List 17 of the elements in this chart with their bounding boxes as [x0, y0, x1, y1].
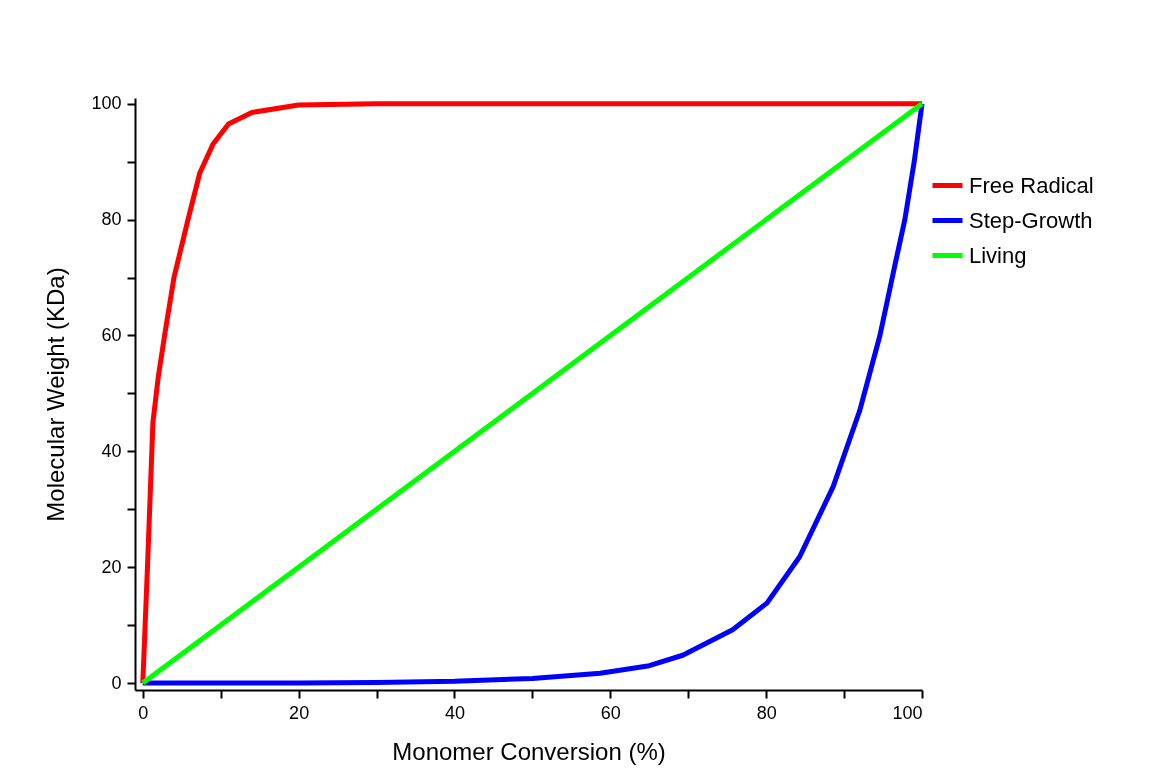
- legend-label: Living: [969, 242, 1027, 268]
- y-tick-label: 40: [101, 440, 122, 461]
- y-tick-label: 20: [101, 556, 122, 577]
- y-tick-label: 0: [111, 672, 122, 693]
- x-tick-label: 100: [892, 702, 923, 723]
- y-tick-label: 60: [101, 325, 122, 345]
- x-tick-label: 60: [600, 702, 621, 723]
- x-axis-title: Monomer Conversion (%): [392, 737, 666, 765]
- legend-label: Step-Growth: [969, 207, 1093, 233]
- y-tick-label: 80: [101, 209, 122, 230]
- y-tick-label: 100: [91, 93, 122, 114]
- legend-label: Free Radical: [969, 172, 1094, 198]
- y-axis-title: Molecular Weight (KDa): [42, 267, 70, 522]
- x-tick-label: 0: [138, 702, 149, 723]
- x-tick-label: 20: [289, 702, 310, 723]
- x-tick-label: 40: [444, 702, 465, 723]
- x-tick-label: 80: [756, 702, 777, 723]
